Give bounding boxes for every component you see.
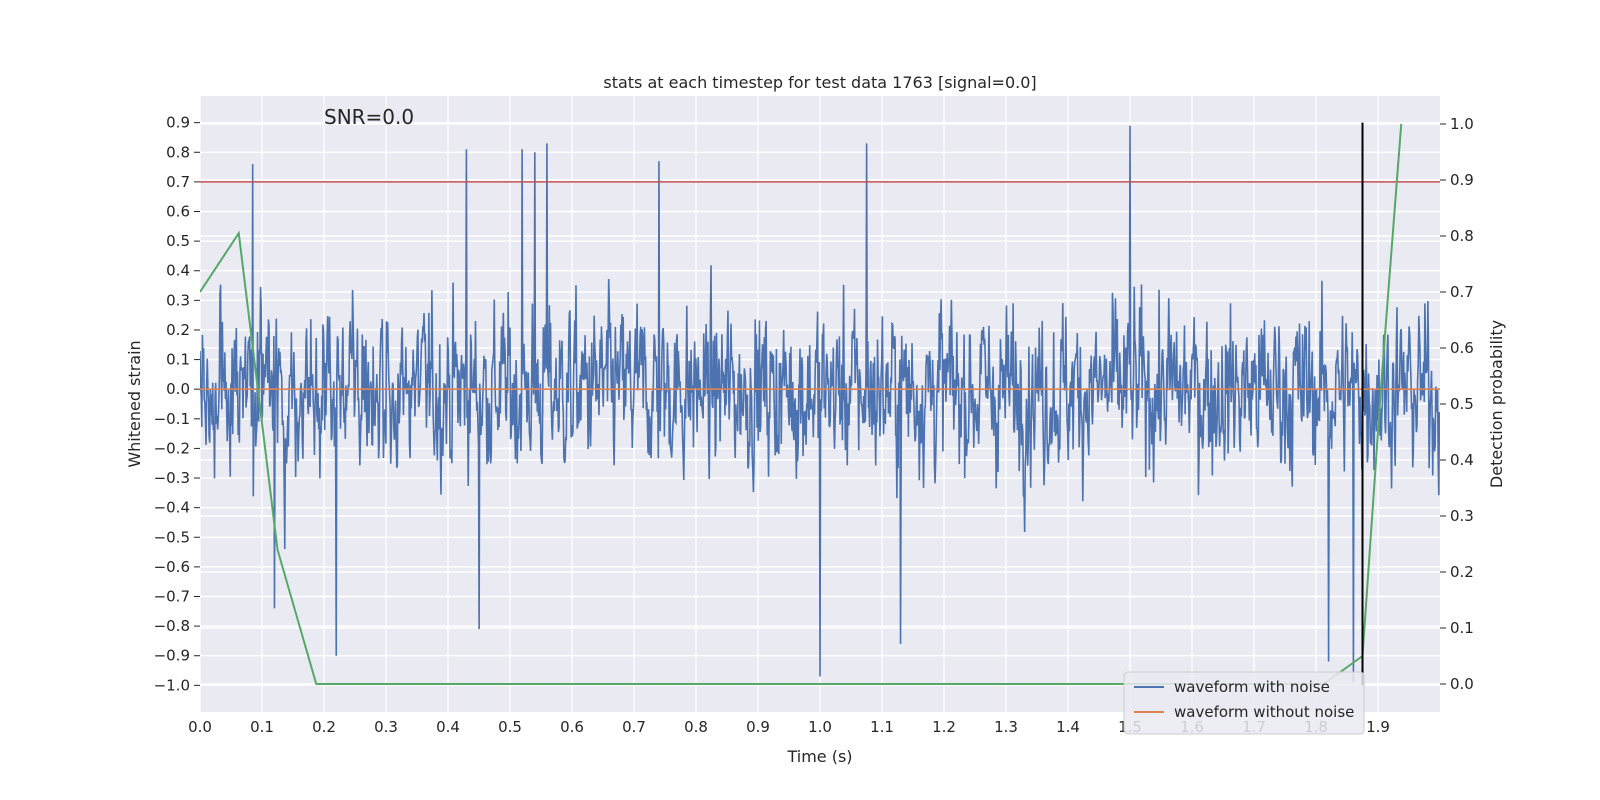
x-tick-label: 0.7 xyxy=(622,718,646,736)
y2-tick-label: 0.5 xyxy=(1450,395,1474,413)
y2-tick-label: 0.1 xyxy=(1450,619,1474,637)
y-axis-ticks: −1.0 −0.9 −0.8 −0.7 −0.6 −0.5 −0.4 −0.3 −0.2 −0.1… xyxy=(154,114,200,694)
legend: waveform with noise waveform without noi… xyxy=(1123,671,1365,735)
y-tick-label: 0.1 xyxy=(166,351,190,369)
y2-tick-label: 0.9 xyxy=(1450,171,1474,189)
y2-axis-label: Detection probability xyxy=(1487,320,1506,488)
x-tick-label: 0.3 xyxy=(374,718,398,736)
x-tick-label: 0.1 xyxy=(250,718,274,736)
x-tick-label: 0.0 xyxy=(188,718,212,736)
x-tick-label: 1.9 xyxy=(1366,718,1390,736)
x-tick-label: 1.0 xyxy=(808,718,832,736)
x-tick-label: 1.2 xyxy=(932,718,956,736)
legend-label-noise: waveform with noise xyxy=(1174,678,1330,696)
y2-tick-label: 0.7 xyxy=(1450,283,1474,301)
y2-axis-ticks: 0.0 0.1 0.2 0.3 0.4 0.5 0.6 0.7 0.8 0.9 1.0 xyxy=(1440,115,1474,693)
waveform-with-noise-line xyxy=(200,125,1440,683)
detection-probability-line xyxy=(200,123,1403,685)
y-tick-label: −0.5 xyxy=(154,528,190,546)
x-tick-label: 0.8 xyxy=(684,718,708,736)
y-tick-label: −0.6 xyxy=(154,558,190,576)
y-tick-label: −1.0 xyxy=(154,676,190,694)
x-tick-label: 1.3 xyxy=(994,718,1018,736)
y-tick-label: 0.0 xyxy=(166,380,190,398)
y2-tick-label: 1.0 xyxy=(1450,115,1474,133)
y2-tick-label: 0.2 xyxy=(1450,563,1474,581)
legend-label-clean: waveform without noise xyxy=(1174,703,1354,721)
legend-box xyxy=(1123,671,1365,735)
x-tick-label: 0.6 xyxy=(560,718,584,736)
y-tick-label: −0.3 xyxy=(154,469,190,487)
y-tick-label: 0.5 xyxy=(166,232,190,250)
y-tick-label: −0.9 xyxy=(154,647,190,665)
y-tick-label: 0.8 xyxy=(166,143,190,161)
x-tick-label: 0.9 xyxy=(746,718,770,736)
y2-tick-label: 0.3 xyxy=(1450,507,1474,525)
x-tick-label: 0.2 xyxy=(312,718,336,736)
chart-title: stats at each timestep for test data 176… xyxy=(603,73,1036,92)
y-tick-label: −0.8 xyxy=(154,617,190,635)
y2-tick-label: 0.0 xyxy=(1450,675,1474,693)
y-tick-label: −0.2 xyxy=(154,439,190,457)
y2-tick-label: 0.6 xyxy=(1450,339,1474,357)
y-tick-label: 0.4 xyxy=(166,262,190,280)
x-tick-label: 0.5 xyxy=(498,718,522,736)
x-tick-label: 0.4 xyxy=(436,718,460,736)
y-tick-label: 0.9 xyxy=(166,114,190,132)
y-tick-label: −0.1 xyxy=(154,410,190,428)
y-tick-label: −0.4 xyxy=(154,499,190,517)
y2-tick-label: 0.8 xyxy=(1450,227,1474,245)
x-tick-label: 1.1 xyxy=(870,718,894,736)
y-tick-label: −0.7 xyxy=(154,588,190,606)
y-tick-label: 0.2 xyxy=(166,321,190,339)
x-tick-label: 1.4 xyxy=(1056,718,1080,736)
y-tick-label: 0.6 xyxy=(166,203,190,221)
y-axis-label: Whitened strain xyxy=(125,340,144,467)
y2-tick-label: 0.4 xyxy=(1450,451,1474,469)
y-tick-label: 0.7 xyxy=(166,173,190,191)
y-tick-label: 0.3 xyxy=(166,291,190,309)
x-axis-label: Time (s) xyxy=(786,747,852,766)
snr-annotation: SNR=0.0 xyxy=(324,105,414,129)
